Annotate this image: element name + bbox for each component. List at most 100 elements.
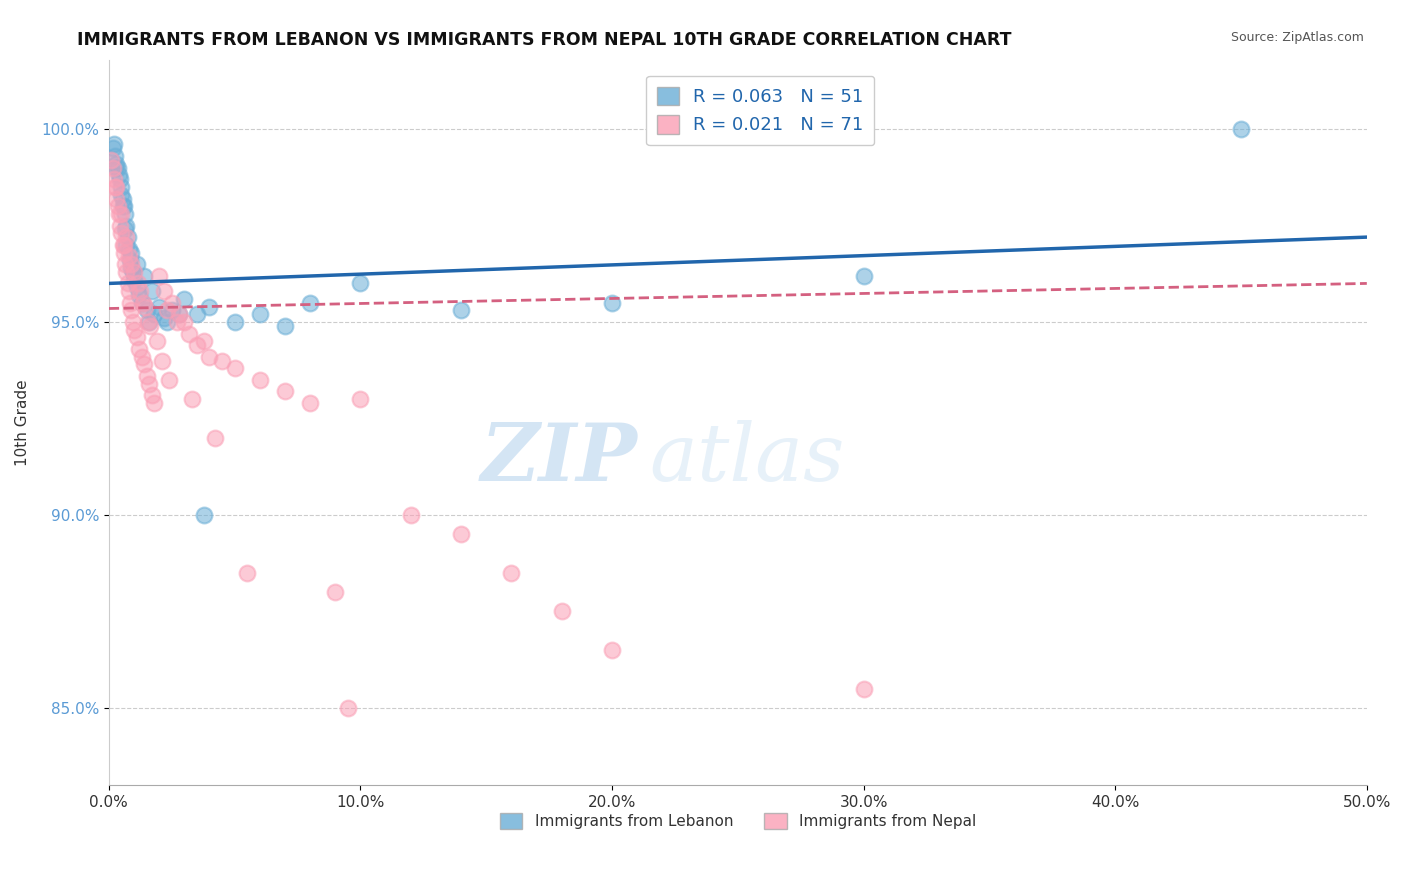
Point: [141, 388, 163, 402]
Point: [122, 323, 145, 337]
Point: [852, 681, 875, 696]
Point: [132, 295, 155, 310]
Point: [141, 284, 163, 298]
Point: [138, 315, 160, 329]
Point: [104, 180, 127, 194]
Point: [107, 161, 129, 175]
Point: [450, 303, 472, 318]
Point: [173, 315, 195, 329]
Point: [139, 318, 162, 333]
Point: [120, 253, 142, 268]
Point: [160, 303, 183, 318]
Point: [198, 300, 221, 314]
Point: [600, 295, 623, 310]
Point: [211, 353, 233, 368]
Point: [107, 199, 129, 213]
Point: [111, 192, 134, 206]
Point: [117, 230, 139, 244]
Legend: Immigrants from Lebanon, Immigrants from Nepal: Immigrants from Lebanon, Immigrants from…: [494, 807, 983, 836]
Point: [100, 153, 122, 167]
Point: [125, 330, 148, 344]
Point: [249, 373, 271, 387]
Point: [114, 222, 136, 236]
Point: [118, 284, 141, 298]
Point: [108, 219, 131, 233]
Point: [118, 242, 141, 256]
Point: [114, 257, 136, 271]
Point: [204, 431, 226, 445]
Text: IMMIGRANTS FROM LEBANON VS IMMIGRANTS FROM NEPAL 10TH GRADE CORRELATION CHART: IMMIGRANTS FROM LEBANON VS IMMIGRANTS FR…: [77, 31, 1012, 49]
Point: [117, 277, 139, 291]
Point: [112, 199, 135, 213]
Point: [153, 311, 176, 326]
Point: [1230, 122, 1253, 136]
Point: [132, 358, 155, 372]
Point: [336, 701, 359, 715]
Point: [150, 353, 173, 368]
Point: [110, 207, 132, 221]
Point: [166, 315, 188, 329]
Point: [148, 300, 170, 314]
Point: [121, 260, 143, 275]
Point: [236, 566, 259, 580]
Point: [108, 207, 131, 221]
Point: [105, 161, 128, 175]
Point: [145, 334, 167, 349]
Point: [157, 373, 180, 387]
Point: [121, 303, 143, 318]
Point: [122, 272, 145, 286]
Point: [129, 284, 152, 298]
Point: [153, 284, 176, 298]
Point: [125, 280, 148, 294]
Point: [105, 192, 128, 206]
Point: [112, 245, 135, 260]
Point: [169, 307, 191, 321]
Point: [148, 268, 170, 283]
Point: [450, 527, 472, 541]
Point: [128, 342, 150, 356]
Point: [121, 315, 143, 329]
Point: [114, 207, 136, 221]
Point: [111, 237, 134, 252]
Point: [186, 307, 208, 321]
Point: [143, 396, 166, 410]
Point: [299, 295, 322, 310]
Point: [143, 307, 166, 321]
Point: [101, 161, 124, 175]
Point: [198, 350, 221, 364]
Text: Source: ZipAtlas.com: Source: ZipAtlas.com: [1230, 31, 1364, 45]
Point: [121, 245, 143, 260]
Point: [115, 219, 138, 233]
Point: [135, 303, 157, 318]
Point: [127, 277, 149, 291]
Point: [224, 315, 246, 329]
Point: [224, 361, 246, 376]
Point: [115, 237, 138, 252]
Point: [852, 268, 875, 283]
Point: [110, 180, 132, 194]
Point: [104, 149, 127, 163]
Point: [110, 226, 132, 240]
Point: [135, 369, 157, 384]
Point: [118, 249, 141, 263]
Point: [600, 643, 623, 657]
Point: [101, 141, 124, 155]
Point: [112, 237, 135, 252]
Point: [274, 318, 297, 333]
Point: [132, 268, 155, 283]
Point: [160, 295, 183, 310]
Point: [108, 169, 131, 183]
Point: [156, 303, 179, 318]
Point: [136, 315, 159, 329]
Point: [551, 604, 574, 618]
Point: [110, 187, 132, 202]
Point: [115, 265, 138, 279]
Point: [173, 292, 195, 306]
Point: [193, 508, 215, 522]
Point: [122, 265, 145, 279]
Point: [111, 199, 134, 213]
Point: [103, 172, 125, 186]
Point: [131, 295, 153, 310]
Point: [103, 137, 125, 152]
Point: [179, 326, 201, 341]
